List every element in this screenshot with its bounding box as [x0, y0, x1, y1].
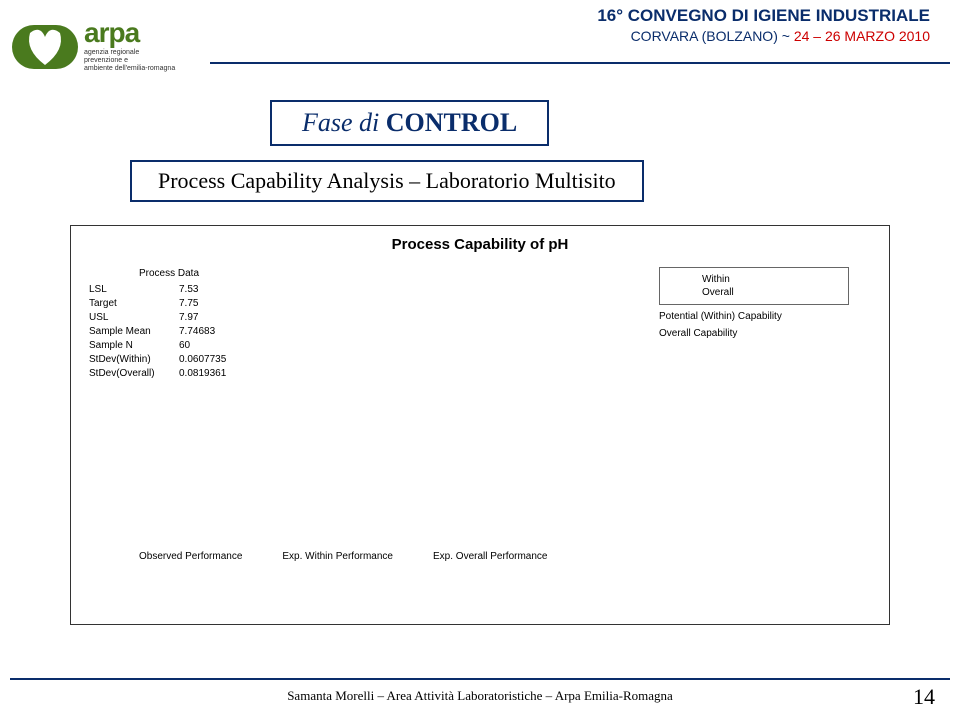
- chart-title: Process Capability of pH: [89, 236, 871, 253]
- logo-text-sub1: agenzia regionale: [84, 49, 175, 57]
- subtitle-box: Process Capability Analysis – Laboratori…: [130, 160, 644, 202]
- capability-chart-frame: Process Capability of pH Process Data LS…: [70, 225, 890, 625]
- legend-within: Within: [702, 274, 730, 285]
- arpa-logo-icon: [10, 15, 80, 75]
- process-data-table: Process Data LSL7.53Target7.75USL7.97Sam…: [89, 267, 249, 537]
- conference-location: CORVARA (BOLZANO) ~ 24 – 26 MARZO 2010: [631, 28, 930, 44]
- logo-area: arpa agenzia regionale prevenzione e amb…: [0, 0, 210, 90]
- exp-overall-performance: Exp. Overall Performance: [433, 551, 548, 564]
- potential-capability: Potential (Within) Capability: [659, 311, 849, 322]
- subtitle-text: Process Capability Analysis – Laboratori…: [158, 168, 616, 194]
- exp-within-performance: Exp. Within Performance: [282, 551, 393, 564]
- header-divider: [210, 62, 950, 64]
- histogram-plot: [259, 267, 639, 537]
- footer-text: Samanta Morelli – Area Attività Laborato…: [0, 688, 960, 704]
- capability-stats: Within Overall Potential (Within) Capabi…: [649, 267, 849, 537]
- footer-divider: [10, 678, 950, 680]
- logo-text-main: arpa: [84, 17, 175, 49]
- logo-text-sub2: prevenzione e: [84, 57, 175, 65]
- page-number: 14: [913, 684, 935, 710]
- conference-title: 16° CONVEGNO DI IGIENE INDUSTRIALE: [597, 6, 930, 26]
- legend-box: Within Overall: [659, 267, 849, 305]
- legend-overall: Overall: [702, 287, 734, 298]
- conference-header: 16° CONVEGNO DI IGIENE INDUSTRIALE CORVA…: [210, 0, 960, 70]
- performance-tables: Observed Performance Exp. Within Perform…: [139, 551, 871, 564]
- observed-performance: Observed Performance: [139, 551, 242, 564]
- overall-capability: Overall Capability: [659, 328, 849, 339]
- main-title-box: Fase di CONTROL: [270, 100, 549, 146]
- slide-header: arpa agenzia regionale prevenzione e amb…: [0, 0, 960, 70]
- logo-text-sub3: ambiente dell'emilia-romagna: [84, 65, 175, 73]
